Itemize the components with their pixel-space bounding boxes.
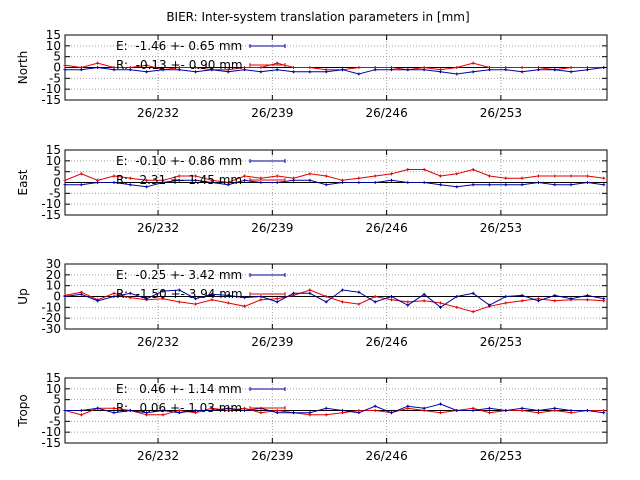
chart-title: BIER: Inter-system translation parameter… xyxy=(166,10,469,24)
y-tick-label: 20 xyxy=(46,268,61,282)
x-tick-label: 26/246 xyxy=(365,106,407,120)
series-line-R xyxy=(65,168,604,184)
x-tick-label: 26/232 xyxy=(137,335,179,349)
y-tick-label: -20 xyxy=(41,311,61,325)
x-tick-label: 26/239 xyxy=(251,335,293,349)
y-axis-label: Up xyxy=(16,288,30,304)
y-tick-label: -10 xyxy=(41,197,61,211)
y-tick-label: 0 xyxy=(53,290,61,304)
y-tick-label: -10 xyxy=(41,82,61,96)
y-tick-label: -15 xyxy=(41,93,61,107)
y-tick-label: 10 xyxy=(46,382,61,396)
legend-label-R: R: -0.13 +- 0.90 mm xyxy=(116,58,243,72)
y-tick-label: 15 xyxy=(46,371,61,385)
x-tick-label: 26/239 xyxy=(251,221,293,235)
y-tick-label: -10 xyxy=(41,425,61,439)
legend-label-R: R: 0.06 +- 1.03 mm xyxy=(116,401,242,415)
y-tick-label: -5 xyxy=(49,186,61,200)
y-tick-label: 15 xyxy=(46,143,61,157)
legend-label-E: E: 0.46 +- 1.14 mm xyxy=(116,382,242,396)
y-tick-label: -30 xyxy=(41,322,61,336)
legend-label-E: E: -1.46 +- 0.65 mm xyxy=(116,39,242,53)
x-tick-label: 26/253 xyxy=(480,449,522,463)
x-tick-label: 26/253 xyxy=(480,335,522,349)
legend-label-E: E: -0.25 +- 3.42 mm xyxy=(116,268,242,282)
series-line-R xyxy=(65,62,604,71)
x-tick-label: 26/253 xyxy=(480,221,522,235)
y-tick-label: 5 xyxy=(53,393,61,407)
y-axis-label: North xyxy=(16,51,30,85)
y-tick-label: 0 xyxy=(53,176,61,190)
x-tick-label: 26/246 xyxy=(365,335,407,349)
series-line-R xyxy=(65,407,604,416)
series-line-E xyxy=(65,179,604,188)
y-axis-label: Tropo xyxy=(16,394,30,428)
y-tick-label: -10 xyxy=(41,300,61,314)
x-tick-label: 26/239 xyxy=(251,449,293,463)
x-tick-label: 26/239 xyxy=(251,106,293,120)
y-tick-label: 0 xyxy=(53,61,61,75)
x-tick-label: 26/232 xyxy=(137,449,179,463)
y-tick-label: 5 xyxy=(53,165,61,179)
x-tick-label: 26/232 xyxy=(137,221,179,235)
y-tick-label: 30 xyxy=(46,257,61,271)
y-tick-label: 5 xyxy=(53,50,61,64)
legend-label-E: E: -0.10 +- 0.86 mm xyxy=(116,154,242,168)
x-tick-label: 26/246 xyxy=(365,449,407,463)
y-tick-label: 10 xyxy=(46,39,61,53)
series-line-E xyxy=(65,403,604,414)
y-tick-label: -5 xyxy=(49,71,61,85)
series-line-E xyxy=(65,289,604,308)
y-tick-label: -15 xyxy=(41,208,61,222)
y-tick-label: 15 xyxy=(46,28,61,42)
y-axis-label: East xyxy=(16,169,30,195)
y-tick-label: 10 xyxy=(46,279,61,293)
x-tick-label: 26/253 xyxy=(480,106,522,120)
legend-label-R: R: 2.31 +- 1.45 mm xyxy=(116,173,242,187)
x-tick-label: 26/232 xyxy=(137,106,179,120)
series-line-R xyxy=(65,289,604,313)
y-tick-label: -5 xyxy=(49,414,61,428)
x-tick-label: 26/246 xyxy=(365,221,407,235)
y-tick-label: 0 xyxy=(53,404,61,418)
y-tick-label: -15 xyxy=(41,436,61,450)
y-tick-label: 10 xyxy=(46,154,61,168)
legend-label-R: R: -1.50 +- 3.94 mm xyxy=(116,287,243,301)
series-line-E xyxy=(65,66,604,75)
